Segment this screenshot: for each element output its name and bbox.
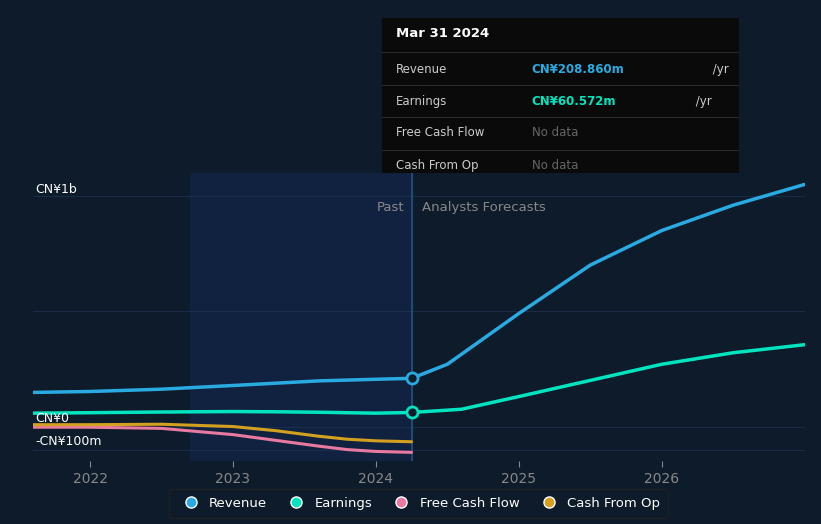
- Text: Analysts Forecasts: Analysts Forecasts: [421, 201, 545, 214]
- Text: Revenue: Revenue: [396, 63, 447, 76]
- Text: No data: No data: [532, 159, 578, 172]
- Text: Free Cash Flow: Free Cash Flow: [396, 126, 484, 139]
- Text: No data: No data: [532, 126, 578, 139]
- Text: Earnings: Earnings: [396, 95, 447, 108]
- Text: /yr: /yr: [709, 63, 728, 76]
- Text: -CN¥100m: -CN¥100m: [35, 435, 102, 447]
- Text: /yr: /yr: [692, 95, 713, 108]
- Text: CN¥60.572m: CN¥60.572m: [532, 95, 617, 108]
- Bar: [190, 173, 411, 461]
- Text: Past: Past: [377, 201, 405, 214]
- Legend: Revenue, Earnings, Free Cash Flow, Cash From Op: Revenue, Earnings, Free Cash Flow, Cash …: [169, 489, 668, 518]
- Text: CN¥1b: CN¥1b: [35, 183, 77, 196]
- Text: Cash From Op: Cash From Op: [396, 159, 479, 172]
- Text: Mar 31 2024: Mar 31 2024: [396, 27, 489, 40]
- Text: CN¥208.860m: CN¥208.860m: [532, 63, 625, 76]
- Text: CN¥0: CN¥0: [35, 412, 70, 424]
